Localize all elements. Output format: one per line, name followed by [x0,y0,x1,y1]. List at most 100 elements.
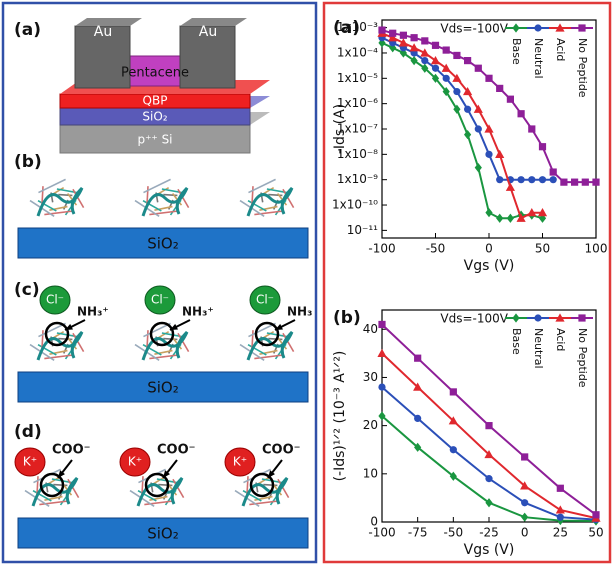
y-tick-label: 10⁻¹¹ [347,223,378,237]
marker [517,110,525,118]
peptide [29,322,85,361]
bond [144,500,173,506]
marker [496,84,504,92]
marker [464,57,472,65]
bond [248,178,276,194]
x-tick-label: -50 [426,242,446,256]
marker [473,104,483,113]
marker [377,348,387,357]
y-tick-label: 1x10⁻⁸ [337,147,378,161]
marker [520,481,530,490]
right-frame [322,1,612,564]
label-au: Au [94,24,112,40]
marker [453,51,461,60]
x-axis-label: Vgs (V) [464,258,515,274]
marker [378,411,386,421]
marker [485,475,493,483]
bond [58,193,73,197]
bond [276,193,288,206]
bond [149,354,178,360]
marker [399,48,407,58]
backbone [136,476,184,507]
group-label: NH₃⁺ [182,305,214,319]
marker [485,422,493,430]
legend-marker [534,314,542,322]
y-axis-label: (-Ids)¹ᐟ² (10⁻³ A¹ᐟ²) [332,351,348,482]
marker [495,149,505,158]
marker [409,43,419,52]
x-tick-label: -100 [368,242,395,256]
bond [66,193,78,206]
marker [485,498,493,508]
y-tick-label: 1x10⁻⁷ [337,122,378,136]
x-tick-label: 0 [485,242,493,256]
x-tick-label: 50 [535,242,550,256]
y-tick-label: 1x10⁻⁴ [337,45,378,59]
x-tick-label: -50 [444,526,464,540]
anion [144,285,176,315]
legend-marker [512,313,520,323]
x-tick-label: -75 [408,526,428,540]
y-tick-label: 0 [370,515,378,529]
marker [538,176,547,184]
marker [496,213,504,223]
marker [521,453,529,461]
backbone [246,186,294,217]
anion [39,285,71,315]
label-sio2: SiO₂ [147,525,179,543]
marker [463,86,473,96]
marker [592,178,600,186]
bond [39,500,68,506]
marker [506,213,514,223]
marker [431,64,440,72]
bond [53,483,68,487]
ion-label: K⁺ [233,455,247,469]
marker [389,29,397,37]
ion-label: Cl⁻ [256,293,274,307]
group-label: NH₃⁺ [77,305,109,319]
marker [464,105,472,113]
marker [421,37,429,45]
bond [247,199,267,212]
y-tick-label: 1x10⁻³ [337,20,378,34]
label-sio2: SiO₂ [147,235,179,253]
marker [414,414,422,423]
marker [410,34,418,42]
legend-label: Base [510,328,523,355]
label-sio2: SiO₂ [142,110,167,124]
bond [282,332,295,353]
bond [242,489,262,502]
marker [528,125,536,133]
marker [581,178,589,186]
legend-label: Neutral [532,38,545,79]
bond [268,193,283,197]
bond [44,354,73,360]
y-tick-label: 20 [363,418,378,432]
panel-label: (a) [333,18,360,38]
marker [410,56,418,66]
bond [282,188,295,209]
arrow-head [268,470,275,478]
y-tick-label: 1x10⁻⁶ [337,96,378,110]
marker [505,182,515,191]
bond [254,354,283,360]
x-tick-label: 25 [553,526,568,540]
marker [484,449,494,459]
bond [67,478,80,499]
marker [484,124,494,133]
left-frame [1,1,318,564]
marker [485,208,493,218]
marker [560,178,568,186]
bond [149,210,178,216]
x-tick-label: 0 [521,526,529,540]
series-line [381,41,543,220]
cation [224,447,256,477]
highlight-ring [44,321,70,347]
highlight-ring [249,472,275,498]
legend-label: Acid [554,38,567,61]
ion-label: Cl⁻ [151,293,169,307]
label-au: Au [199,24,217,40]
x-tick-label: 100 [585,242,608,256]
backbone [241,476,289,507]
y-tick-label: 40 [363,322,378,336]
